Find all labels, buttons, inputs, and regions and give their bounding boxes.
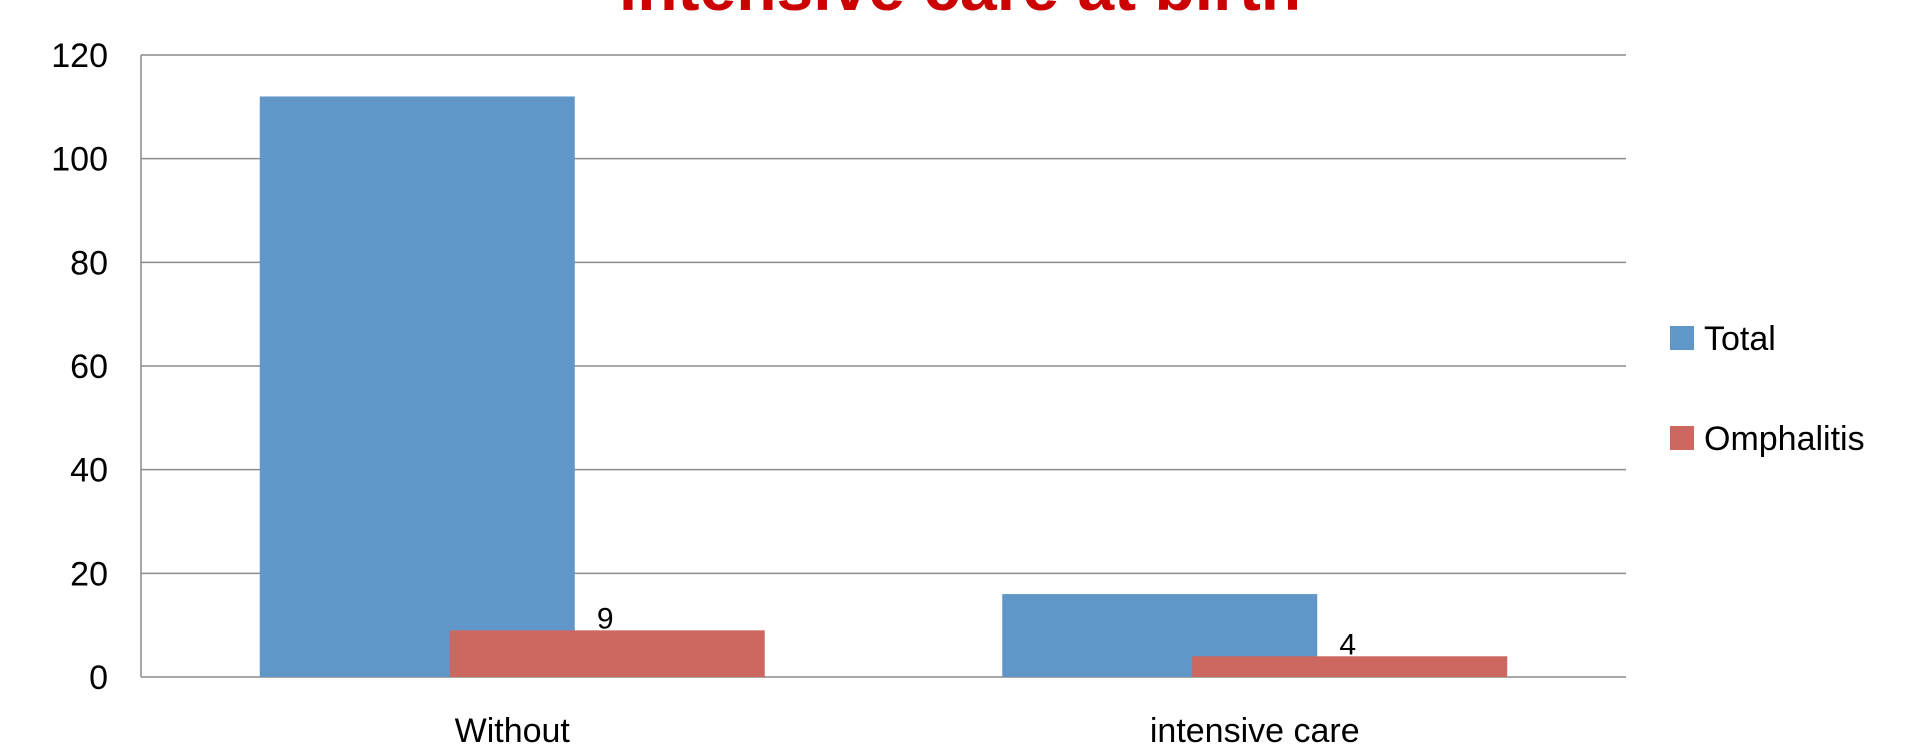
y-tick-label: 120	[51, 37, 108, 75]
legend: Total Omphalitis	[1670, 320, 1865, 458]
y-tick-label: 80	[70, 244, 108, 282]
y-tick-label: 20	[70, 555, 108, 593]
legend-swatch	[1670, 326, 1694, 350]
bar-omphalitis-2	[1192, 656, 1508, 677]
data-label: 4	[1339, 628, 1356, 661]
y-tick-label: 40	[70, 452, 108, 490]
y-tick-label: 100	[51, 141, 108, 179]
y-tick-label: 0	[89, 659, 108, 697]
legend-label: Omphalitis	[1704, 420, 1865, 458]
legend-swatch	[1670, 426, 1694, 450]
x-category-label: intensive care	[1150, 712, 1360, 750]
chart-title: intensive care at birth	[0, 0, 1920, 20]
bars: 94	[259, 96, 1508, 677]
bar-omphalitis-1	[449, 630, 765, 677]
data-label: 9	[597, 602, 614, 635]
bar-total-1	[259, 96, 575, 677]
y-tick-label: 60	[70, 348, 108, 386]
legend-label: Total	[1704, 320, 1776, 358]
x-axis-category-labels: Without intensive care	[455, 712, 1360, 750]
x-category-label: Without	[455, 712, 571, 750]
y-axis-tick-labels: 0 20 40 60 80 100 120	[51, 37, 108, 697]
